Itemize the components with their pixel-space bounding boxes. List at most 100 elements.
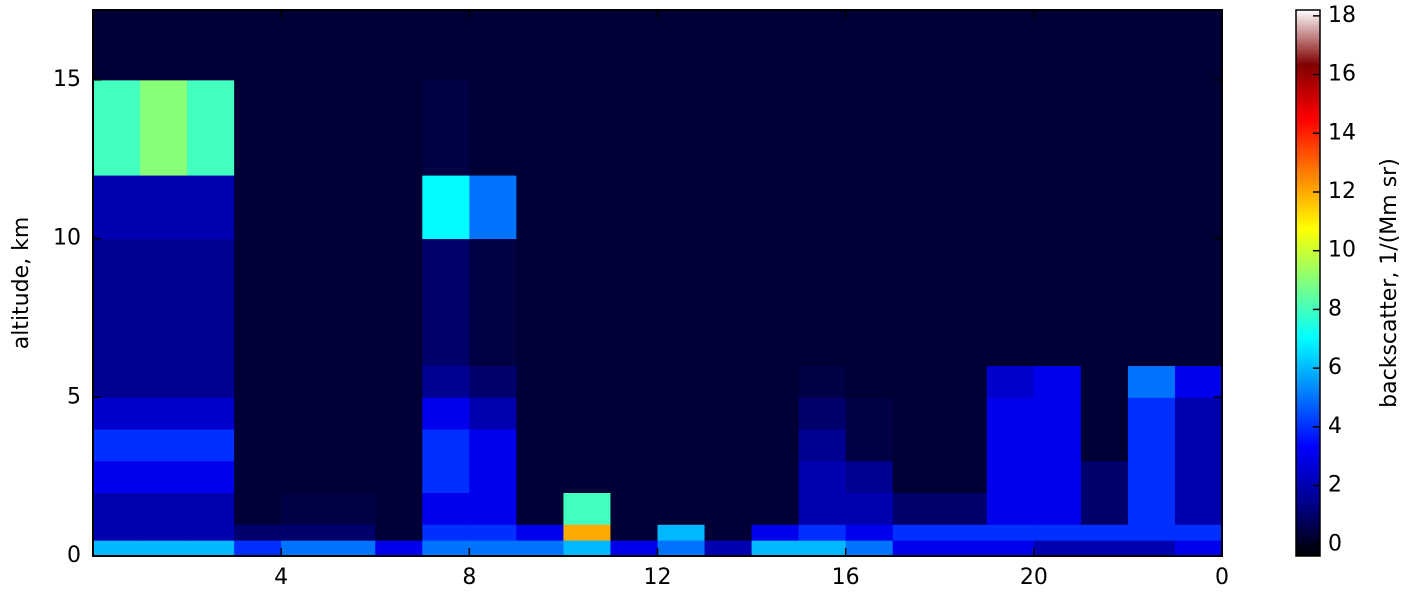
heatmap-cell bbox=[939, 397, 988, 430]
heatmap-cell bbox=[422, 79, 470, 176]
heatmap-cell bbox=[845, 492, 894, 525]
heatmap-cell bbox=[845, 540, 894, 557]
heatmap-cell bbox=[328, 175, 376, 240]
heatmap-cell bbox=[798, 79, 847, 176]
heatmap-cell bbox=[1127, 460, 1176, 494]
heatmap-cell bbox=[892, 429, 941, 462]
heatmap-cell bbox=[93, 365, 141, 398]
heatmap-cell bbox=[93, 79, 141, 176]
heatmap-cell bbox=[281, 365, 329, 398]
heatmap-cell bbox=[1127, 365, 1176, 398]
heatmap-cell bbox=[187, 492, 235, 525]
heatmap-cell bbox=[939, 302, 988, 367]
colorbar bbox=[1295, 9, 1321, 557]
heatmap-cell bbox=[845, 302, 894, 367]
heatmap-cell bbox=[281, 460, 329, 494]
heatmap-cell bbox=[469, 79, 517, 176]
heatmap-cell bbox=[610, 302, 658, 367]
heatmap-cell bbox=[328, 540, 376, 557]
heatmap-cell bbox=[140, 10, 188, 81]
heatmap-cell bbox=[563, 540, 611, 557]
heatmap-cell bbox=[234, 175, 282, 240]
heatmap-cell bbox=[1127, 492, 1176, 525]
heatmap-cell bbox=[704, 492, 753, 525]
heatmap-cell bbox=[610, 429, 658, 462]
heatmap-cell bbox=[892, 397, 941, 430]
heatmap-cell bbox=[1033, 524, 1082, 541]
heatmap-cell bbox=[516, 492, 564, 525]
heatmap-cell bbox=[1127, 302, 1176, 367]
heatmap-cell bbox=[516, 397, 564, 430]
heatmap-cell bbox=[234, 540, 282, 557]
heatmap-cell bbox=[751, 365, 800, 398]
heatmap-cell bbox=[657, 540, 706, 557]
x-tick-label: 8 bbox=[462, 565, 476, 590]
heatmap-cell bbox=[845, 524, 894, 541]
heatmap-cell bbox=[281, 540, 329, 557]
heatmap-cell bbox=[1033, 175, 1082, 240]
heatmap-cell bbox=[1033, 460, 1082, 494]
heatmap-cell bbox=[845, 79, 894, 176]
heatmap-cell bbox=[798, 429, 847, 462]
heatmap-cell bbox=[328, 524, 376, 541]
heatmap-cell bbox=[140, 175, 188, 240]
heatmap-cell bbox=[986, 429, 1035, 462]
heatmap-cell bbox=[1080, 10, 1129, 81]
heatmap-cell bbox=[939, 10, 988, 81]
heatmap-cell bbox=[469, 302, 517, 367]
heatmap-cell bbox=[751, 302, 800, 367]
heatmap-cell bbox=[751, 492, 800, 525]
heatmap-cell bbox=[187, 10, 235, 81]
heatmap-cell bbox=[704, 79, 753, 176]
heatmap-cell bbox=[939, 460, 988, 494]
y-tick-label: 0 bbox=[67, 543, 81, 568]
heatmap-cell bbox=[1174, 429, 1223, 462]
heatmap-cell bbox=[140, 460, 188, 494]
heatmap-cell bbox=[986, 238, 1035, 303]
heatmap-cell bbox=[422, 540, 470, 557]
colorbar-tick-label: 18 bbox=[1328, 3, 1356, 28]
heatmap-cell bbox=[234, 302, 282, 367]
colorbar-tick-label: 12 bbox=[1328, 179, 1356, 204]
heatmap-cell bbox=[422, 365, 470, 398]
heatmap-cell bbox=[281, 10, 329, 81]
heatmap-cell bbox=[1127, 175, 1176, 240]
heatmap-cell bbox=[375, 429, 423, 462]
heatmap-cell bbox=[328, 365, 376, 398]
heatmap-cell bbox=[939, 175, 988, 240]
heatmap-cell bbox=[93, 302, 141, 367]
colorbar-tick-label: 14 bbox=[1328, 120, 1356, 145]
heatmap-cell bbox=[892, 492, 941, 525]
heatmap-cell bbox=[610, 460, 658, 494]
heatmap-cell bbox=[986, 10, 1035, 81]
heatmap-cell bbox=[751, 429, 800, 462]
heatmap-cell bbox=[751, 175, 800, 240]
heatmap-cell bbox=[234, 524, 282, 541]
heatmap-cell bbox=[469, 238, 517, 303]
heatmap-cell bbox=[657, 524, 706, 541]
colorbar-tick-label: 4 bbox=[1328, 414, 1342, 439]
heatmap-cell bbox=[140, 492, 188, 525]
heatmap-cell bbox=[1127, 540, 1176, 557]
heatmap-cell bbox=[234, 10, 282, 81]
heatmap-cell bbox=[422, 238, 470, 303]
heatmap-cell bbox=[1127, 524, 1176, 541]
heatmap-cell bbox=[234, 492, 282, 525]
heatmap-cell bbox=[751, 524, 800, 541]
heatmap-cell bbox=[657, 302, 706, 367]
heatmap-cell bbox=[93, 397, 141, 430]
heatmap-cell bbox=[328, 492, 376, 525]
heatmap-cell bbox=[140, 397, 188, 430]
heatmap-cell bbox=[422, 10, 470, 81]
heatmap-cell bbox=[422, 429, 470, 462]
heatmap-cell bbox=[516, 175, 564, 240]
heatmap-cell bbox=[1033, 492, 1082, 525]
heatmap-cell bbox=[469, 365, 517, 398]
heatmap-cell bbox=[1080, 175, 1129, 240]
heatmap-cell bbox=[892, 365, 941, 398]
heatmap-cell bbox=[798, 10, 847, 81]
heatmap-cell bbox=[1127, 397, 1176, 430]
heatmap-cell bbox=[563, 524, 611, 541]
heatmap-cell bbox=[986, 492, 1035, 525]
